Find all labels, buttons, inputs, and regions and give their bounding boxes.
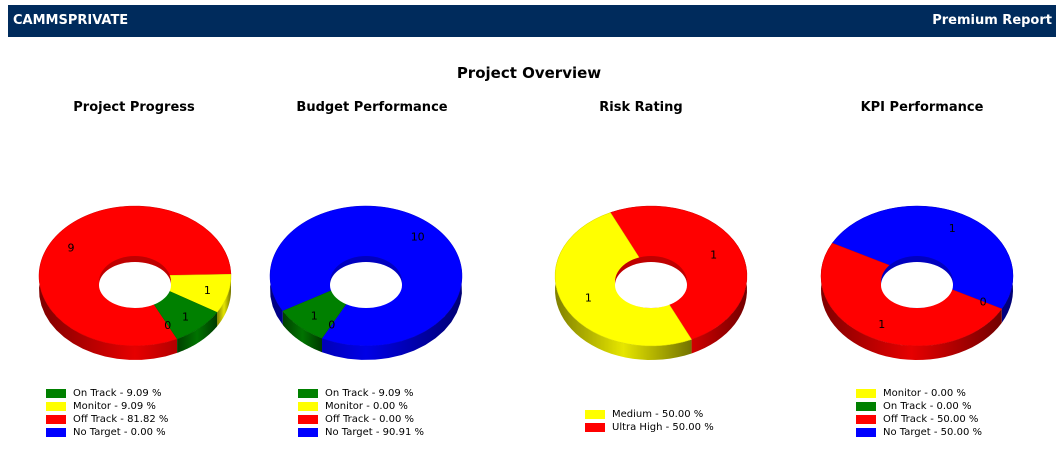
- legend-label: Off Track - 0.00 %: [325, 414, 415, 425]
- slice-side-monitor: [217, 274, 231, 327]
- slice-value-label: 10: [411, 231, 425, 244]
- project-progress-panel: Project Progress 9 1 1 0 On Track - 9.09 % Mo…: [2, 96, 266, 446]
- slice-value-label: 1: [878, 318, 885, 331]
- donut-chart: 11: [554, 205, 748, 360]
- slice-value-label: 1: [949, 222, 956, 235]
- legend-label: Ultra High - 50.00 %: [612, 422, 714, 433]
- legend-item: Monitor - 9.09 %: [46, 400, 168, 413]
- chart-legend: On Track - 9.09 % Monitor - 0.00 % Off Tra…: [298, 387, 424, 439]
- chart-title: Project Progress: [73, 100, 195, 115]
- donut-hole: [615, 262, 687, 308]
- slice-value-label: 1: [182, 310, 189, 323]
- donut-hole: [881, 262, 953, 308]
- legend-item: Medium - 50.00 %: [585, 408, 714, 421]
- risk-rating-panel: Risk Rating 1 1 Medium - 50.00 % Ultra High…: [509, 96, 773, 446]
- legend-swatch: [46, 428, 66, 437]
- brand-name: CAMMSPRIVATE: [13, 13, 129, 28]
- report-header-bar: CAMMSPRIVATE Premium Report: [8, 5, 1056, 37]
- legend-label: On Track - 9.09 %: [325, 388, 414, 399]
- legend-label: On Track - 9.09 %: [73, 388, 162, 399]
- kpi-performance-panel: KPI Performance 1 0 1 Monitor - 0.00 % On Tr…: [790, 96, 1054, 446]
- slice-value-label: 1: [311, 310, 318, 323]
- legend-label: No Target - 0.00 %: [73, 427, 166, 438]
- legend-label: Monitor - 0.00 %: [883, 388, 966, 399]
- legend-item: Monitor - 0.00 %: [298, 400, 424, 413]
- legend-swatch: [46, 402, 66, 411]
- legend-item: On Track - 9.09 %: [46, 387, 168, 400]
- legend-swatch: [585, 423, 605, 432]
- legend-label: No Target - 50.00 %: [883, 427, 982, 438]
- legend-item: No Target - 90.91 %: [298, 426, 424, 439]
- legend-swatch: [298, 415, 318, 424]
- legend-label: On Track - 0.00 %: [883, 401, 972, 412]
- report-type: Premium Report: [932, 13, 1052, 28]
- legend-swatch: [856, 428, 876, 437]
- legend-item: On Track - 0.00 %: [856, 400, 982, 413]
- legend-label: No Target - 90.91 %: [325, 427, 424, 438]
- legend-item: No Target - 0.00 %: [46, 426, 168, 439]
- legend-swatch: [298, 389, 318, 398]
- legend-swatch: [46, 389, 66, 398]
- page-title: Project Overview: [456, 64, 602, 82]
- chart-title: Risk Rating: [599, 100, 683, 115]
- slice-value-label: 0: [328, 319, 335, 332]
- legend-item: On Track - 9.09 %: [298, 387, 424, 400]
- legend-label: Off Track - 50.00 %: [883, 414, 979, 425]
- slice-value-label: 1: [204, 284, 211, 297]
- donut-chart: 10 01: [269, 205, 463, 360]
- donut-hole: [330, 262, 402, 308]
- slice-value-label: 9: [68, 242, 75, 255]
- legend-item: No Target - 50.00 %: [856, 426, 982, 439]
- legend-item: Off Track - 81.82 %: [46, 413, 168, 426]
- legend-item: Monitor - 0.00 %: [856, 387, 982, 400]
- legend-label: Monitor - 0.00 %: [325, 401, 408, 412]
- legend-label: Off Track - 81.82 %: [73, 414, 169, 425]
- legend-swatch: [856, 415, 876, 424]
- chart-title: Budget Performance: [296, 100, 448, 115]
- legend-swatch: [585, 410, 605, 419]
- slice-value-label: 1: [585, 291, 592, 304]
- legend-label: Monitor - 9.09 %: [73, 401, 156, 412]
- slice-value-label: 0: [980, 296, 987, 309]
- donut-hole: [99, 262, 171, 308]
- slice-side-medium: [555, 212, 692, 360]
- chart-legend: On Track - 9.09 % Monitor - 9.09 % Off Tra…: [46, 387, 168, 439]
- legend-swatch: [298, 428, 318, 437]
- chart-title: KPI Performance: [860, 100, 984, 115]
- legend-item: Off Track - 0.00 %: [298, 413, 424, 426]
- legend-item: Off Track - 50.00 %: [856, 413, 982, 426]
- slice-value-label: 0: [164, 319, 171, 332]
- legend-label: Medium - 50.00 %: [612, 409, 704, 420]
- legend-swatch: [298, 402, 318, 411]
- legend-swatch: [856, 389, 876, 398]
- legend-swatch: [856, 402, 876, 411]
- donut-chart: 1 0 1: [820, 205, 1014, 360]
- budget-performance-panel: Budget Performance 10 0 1 On Track - 9.09 %…: [240, 96, 504, 446]
- legend-item: Ultra High - 50.00 %: [585, 421, 714, 434]
- chart-legend: Monitor - 0.00 % On Track - 0.00 % Off Tra…: [856, 387, 982, 439]
- chart-legend: Medium - 50.00 % Ultra High - 50.00 %: [585, 408, 714, 434]
- legend-swatch: [46, 415, 66, 424]
- slice-value-label: 1: [710, 249, 717, 262]
